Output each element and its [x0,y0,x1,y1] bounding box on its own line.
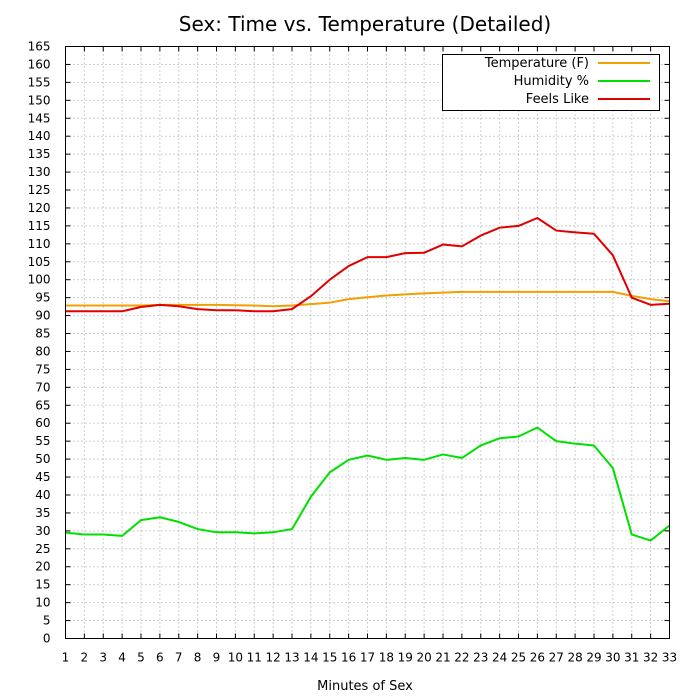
x-tick-label: 18 [379,651,394,665]
x-tick-label: 23 [473,651,488,665]
x-tick-label: 7 [175,651,183,665]
x-tick-label: 6 [156,651,164,665]
x-tick-label: 20 [416,651,431,665]
y-tick-label: 5 [43,614,51,628]
x-tick-label: 17 [360,651,375,665]
series-lines [65,217,671,542]
y-tick-label: 40 [35,488,50,502]
x-tick-label: 33 [662,651,677,665]
x-tick-label: 15 [322,651,337,665]
x-axis-label: Minutes of Sex [317,679,413,694]
y-tick-label: 60 [35,416,50,430]
x-tick-label: 11 [247,651,262,665]
legend-label-2: Feels Like [526,92,589,107]
chart-title: Sex: Time vs. Temperature (Detailed) [179,12,551,36]
y-tick-label: 35 [35,506,50,520]
x-tick-label: 9 [213,651,221,665]
y-tick-label: 135 [28,147,51,161]
x-tick-label: 10 [228,651,243,665]
legend-label-0: Temperature (F) [484,56,589,71]
y-tick-label: 125 [28,183,51,197]
x-tick-label: 21 [435,651,450,665]
x-axis: 1 2 3 4 5 6 7 8 9 10 11 12 13 14 15 16 17 18 19 20 21 22 23 24 2… [62,46,677,665]
y-tick-label: 150 [28,93,51,107]
x-tick-label: 32 [643,651,658,665]
y-tick-label: 25 [35,542,50,556]
x-tick-label: 14 [303,651,318,665]
y-axis: 0 5 10 15 20 25 30 35 40 45 50 55 60 65 70 75 80 85 90 95 10… [28,40,670,646]
x-tick-label: 22 [454,651,469,665]
y-tick-label: 45 [35,470,50,484]
y-tick-label: 145 [28,111,51,125]
x-tick-label: 12 [265,651,280,665]
x-tick-label: 31 [624,651,639,665]
y-tick-label: 115 [28,219,51,233]
x-tick-label: 28 [567,651,582,665]
y-tick-label: 80 [35,344,50,358]
y-tick-label: 70 [35,380,50,394]
y-tick-label: 160 [28,57,51,71]
x-tick-label: 8 [194,651,202,665]
y-tick-label: 55 [35,434,50,448]
x-tick-label: 29 [586,651,601,665]
y-tick-label: 65 [35,398,50,412]
y-tick-label: 85 [35,327,50,341]
x-tick-label: 19 [398,651,413,665]
y-tick-label: 50 [35,452,50,466]
y-tick-label: 155 [28,75,51,89]
x-tick-label: 4 [118,651,126,665]
grid [65,46,670,639]
plot-frame [65,46,670,639]
y-tick-label: 140 [28,129,51,143]
y-tick-label: 105 [28,255,51,269]
x-tick-label: 2 [81,651,89,665]
y-tick-label: 120 [28,201,51,215]
y-tick-label: 95 [35,291,50,305]
x-tick-label: 27 [549,651,564,665]
x-tick-label: 24 [492,651,507,665]
y-tick-label: 165 [28,40,51,54]
y-tick-label: 15 [35,578,50,592]
x-tick-label: 1 [62,651,70,665]
y-tick-label: 130 [28,165,51,179]
y-tick-label: 100 [28,273,51,287]
y-tick-label: 75 [35,362,50,376]
y-tick-label: 10 [35,596,50,610]
legend-label-1: Humidity % [514,74,589,89]
series-line-2 [65,217,670,313]
x-tick-label: 30 [605,651,620,665]
legend: Temperature (F) Humidity % Feels Like [442,54,660,111]
x-tick-label: 3 [99,651,107,665]
y-tick-label: 30 [35,524,50,538]
x-tick-label: 5 [137,651,145,665]
y-tick-label: 20 [35,560,50,574]
x-tick-label: 13 [284,651,299,665]
x-tick-label: 26 [530,651,545,665]
x-tick-label: 25 [511,651,526,665]
y-tick-label: 0 [43,632,51,646]
y-tick-label: 110 [28,237,51,251]
y-tick-label: 90 [35,309,50,323]
series-line-1 [65,426,671,542]
x-tick-label: 16 [341,651,356,665]
